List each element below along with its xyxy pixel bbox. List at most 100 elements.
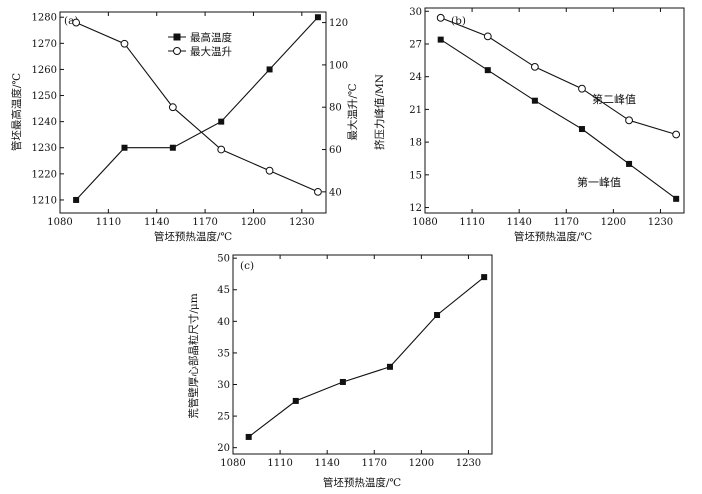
panel-b-y-tick-label: 12	[409, 203, 422, 214]
panel-a-x-tick-label: 1140	[144, 217, 169, 228]
panel-b-tag: (b)	[451, 15, 466, 27]
series-grain-size-point	[481, 274, 488, 281]
series-max-temp-point	[266, 66, 273, 73]
panel-c-x-tick-label: 1200	[409, 458, 434, 469]
panel-b-x-tick-label: 1200	[601, 217, 626, 228]
panel-b-x-tick-label: 1170	[554, 217, 579, 228]
panel-a-ylabel-left: 管坯最高温度/℃	[10, 73, 23, 152]
series-max-temp-line	[75, 16, 319, 201]
panel-a-ylabel-right: 最大温升/℃	[346, 83, 359, 141]
panel-a-xlabel: 管坯预热温度/℃	[154, 230, 233, 243]
panel-b-y-tick-label: 27	[409, 39, 422, 50]
panel-c-y-tick-label: 35	[217, 348, 230, 359]
panel-b-x-tick-label: 1230	[648, 217, 673, 228]
annotation-first-peak: 第一峰值	[577, 175, 621, 189]
panel-a-y-left-tick-label: 1250	[32, 91, 57, 102]
series-max-rise-point	[314, 187, 322, 196]
panel-b-y-tick-label: 24	[409, 72, 422, 83]
panel-c-y-tick-label: 40	[217, 317, 230, 328]
panel-c-x-tick-label: 1110	[267, 458, 292, 469]
series-first-peak-line	[440, 39, 677, 200]
panel-b-x-tick-label: 1080	[412, 217, 437, 228]
panel-c-chart: (c) 管坯预热温度/℃ 荒管壁厚心部晶粒尺寸/μm 1080 1110 1140 1…	[187, 254, 493, 489]
panel-a-y-right-tick-label: 40	[329, 187, 342, 198]
panel-a-y-left-tick-label: 1270	[32, 39, 57, 50]
panel-a-y-left-tick-label: 1280	[32, 13, 57, 24]
series-max-temp-point	[314, 14, 321, 21]
panel-c-ylabel: 荒管壁厚心部晶粒尺寸/μm	[187, 293, 200, 418]
panel-c-y-tick-label: 20	[217, 443, 230, 454]
series-max-rise-line	[75, 22, 319, 193]
panel-b-frame	[424, 7, 685, 214]
legend-marker-circle	[173, 47, 181, 55]
annotation-second-peak: 第二峰值	[592, 92, 636, 106]
panel-c-x-tick-label: 1080	[220, 458, 245, 469]
panel-a-x-tick-label: 1200	[241, 217, 266, 228]
series-max-temp-point	[73, 196, 80, 203]
series-second-peak-point	[483, 32, 492, 41]
panel-a-frame	[59, 11, 327, 214]
series-second-peak-point	[530, 62, 539, 71]
panel-a-y-right-tick-label: 100	[329, 60, 348, 71]
panel-a-legend: 最高温度 最大温升	[168, 31, 232, 58]
panel-a-y-right-tick-label: 80	[329, 103, 342, 114]
panel-c-frame	[232, 254, 493, 455]
panel-a-y-right-tick-label: 60	[329, 145, 342, 156]
series-grain-size-point	[292, 397, 299, 404]
panel-a-x-tick-label: 1170	[192, 217, 217, 228]
series-grain-size-point	[434, 312, 441, 319]
panel-c-y-tick-label: 25	[217, 412, 230, 423]
panel-b-xlabel: 管坯预热温度/℃	[514, 230, 593, 243]
panel-c-xlabel: 管坯预热温度/℃	[323, 476, 402, 489]
series-grain-size-point	[245, 433, 252, 440]
legend-label-max-rise: 最大温升	[190, 45, 232, 58]
series-second-peak-point	[625, 116, 633, 125]
panel-b-y-tick-label: 18	[409, 138, 422, 149]
panel-b-ylabel: 挤压力峰值/MN	[373, 74, 386, 150]
panel-c-y-tick-label: 45	[217, 285, 230, 296]
series-second-peak-point	[578, 84, 586, 93]
panel-c-x-tick-label: 1170	[362, 458, 387, 469]
panel-b-y-tick-label: 15	[409, 170, 422, 181]
panel-a-chart: (a) 管坯预热温度/℃ 管坯最高温度/℃ 最大温升/℃ 1080 1110 114…	[10, 11, 359, 243]
panel-c-tag: (c)	[240, 260, 254, 272]
series-second-peak-point	[436, 13, 445, 22]
series-max-rise-point	[72, 18, 81, 27]
series-grain-size-point	[339, 378, 346, 385]
panel-a-y-left-tick-label: 1220	[32, 169, 57, 180]
panel-b-y-tick-label: 21	[409, 105, 422, 116]
series-first-peak-point	[484, 67, 491, 74]
panel-c-y-tick-label: 30	[217, 380, 230, 391]
series-first-peak-point	[531, 97, 538, 104]
panel-b-x-tick-label: 1110	[459, 217, 484, 228]
series-first-peak-point	[437, 36, 444, 43]
panel-a-y-left-tick-label: 1260	[32, 65, 57, 76]
panel-b-x-tick-label: 1140	[506, 217, 531, 228]
series-max-temp-point	[169, 144, 176, 151]
legend-label-max-temp: 最高温度	[190, 31, 232, 44]
panel-a-x-tick-label: 1110	[96, 217, 121, 228]
panel-a-y-right-tick-label: 120	[329, 18, 348, 29]
legend-marker-square	[173, 33, 181, 41]
panel-b-y-tick-label: 30	[409, 7, 422, 18]
series-max-rise-point	[168, 103, 177, 112]
panel-a-y-left-tick-label: 1240	[32, 117, 57, 128]
panel-c-x-tick-label: 1230	[456, 458, 481, 469]
series-grain-size-point	[386, 363, 393, 370]
series-first-peak-point	[626, 160, 633, 167]
series-max-rise-point	[265, 166, 274, 175]
series-first-peak-point	[578, 126, 585, 133]
series-max-temp-point	[218, 118, 225, 125]
series-first-peak-point	[673, 195, 680, 202]
panel-a-y-left-tick-label: 1230	[32, 143, 57, 154]
panel-a-x-tick-label: 1230	[289, 217, 314, 228]
panel-c-x-tick-label: 1140	[314, 458, 339, 469]
series-grain-size-line	[248, 276, 485, 438]
series-max-rise-point	[217, 145, 226, 154]
panel-a-y-left-tick-label: 1210	[32, 195, 57, 206]
series-max-temp-point	[121, 144, 128, 151]
panel-b-chart: (b) 管坯预热温度/℃ 挤压力峰值/MN 1080 1110 1140 1170 12…	[373, 7, 685, 243]
series-second-peak-line	[440, 17, 677, 136]
panel-c-y-tick-label: 50	[217, 254, 230, 265]
